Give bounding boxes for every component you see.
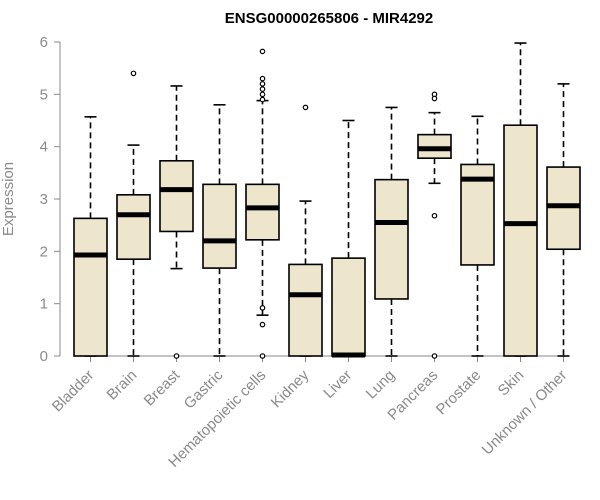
box-prostate [460,115,495,357]
iqr-box [116,194,151,260]
box-kidney [288,104,323,357]
outlier-point [259,75,266,82]
iqr-box [503,124,538,357]
outlier-point [259,86,266,92]
x-tick-label: Liver [320,367,355,402]
outlier-point [431,95,438,102]
iqr-box [202,183,237,269]
x-tick-label: Breast [141,366,184,409]
outlier-point [259,321,266,328]
iqr-box [73,217,108,357]
boxes-group [73,42,581,359]
outlier-point [259,91,266,98]
x-tick-label: Prostate [433,367,485,419]
x-tick-label: Bladder [49,367,98,416]
outlier-point [259,48,266,55]
outlier-point [173,353,180,359]
box-unknown-other [546,83,581,357]
y-tick-label: 0 [40,348,48,365]
box-liver [331,119,366,358]
outlier-point [259,96,266,103]
y-tick-label: 1 [40,296,48,313]
outlier-point [302,104,309,111]
box-brain [116,70,151,357]
box-gastric [202,104,237,357]
outlier-point [259,81,266,87]
box-bladder [73,116,108,357]
outlier-point [259,353,266,359]
y-axis: 0 1 2 3 4 5 6 [40,34,61,365]
box-lung [374,106,409,357]
iqr-box [159,159,194,233]
box-breast [159,85,194,359]
y-tick-label: 6 [40,34,48,51]
box-skin [503,42,538,357]
outlier-point [130,70,137,77]
iqr-box [288,263,323,357]
y-tick-label: 3 [40,191,48,208]
chart-title: ENSG00000265806 - MIR4292 [225,10,433,27]
box-hematopoietic-cells [245,48,280,359]
y-tick-label: 4 [40,139,48,156]
x-tick-label: Brain [104,367,141,404]
iqr-box [331,257,366,357]
iqr-box [374,178,409,300]
y-tick-label: 5 [40,86,48,103]
x-tick-label: Skin [495,367,528,400]
iqr-box [245,183,280,241]
y-tick-label: 2 [40,243,48,260]
x-tick-label: Kidney [268,366,313,411]
outlier-point [259,305,266,311]
outlier-point [431,212,438,219]
outlier-point [431,353,438,359]
box-pancreas [417,91,452,359]
x-tick-label: Lung [363,367,399,403]
y-axis-label: Expression [0,162,17,236]
